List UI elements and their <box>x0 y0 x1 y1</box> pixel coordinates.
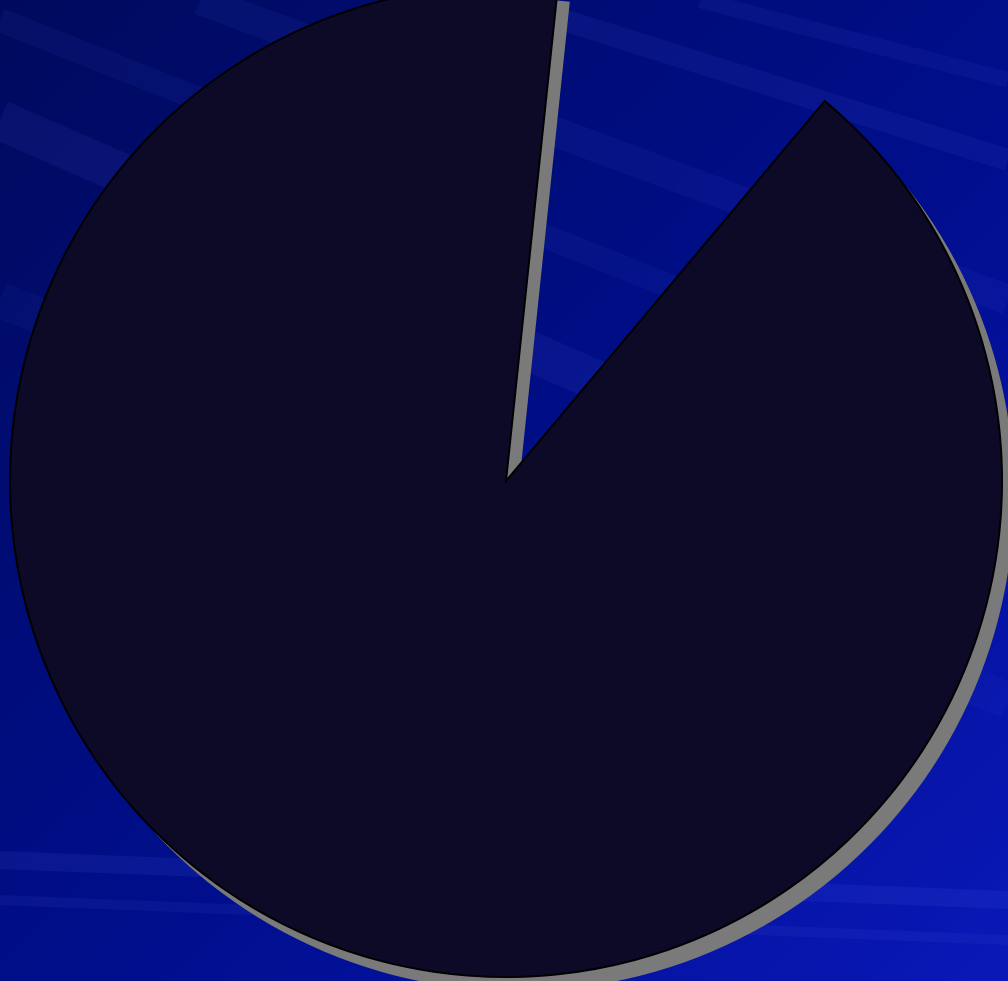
pie-slice-main <box>9 0 1003 978</box>
background-streak <box>697 0 1008 88</box>
background-streak <box>496 0 1008 171</box>
